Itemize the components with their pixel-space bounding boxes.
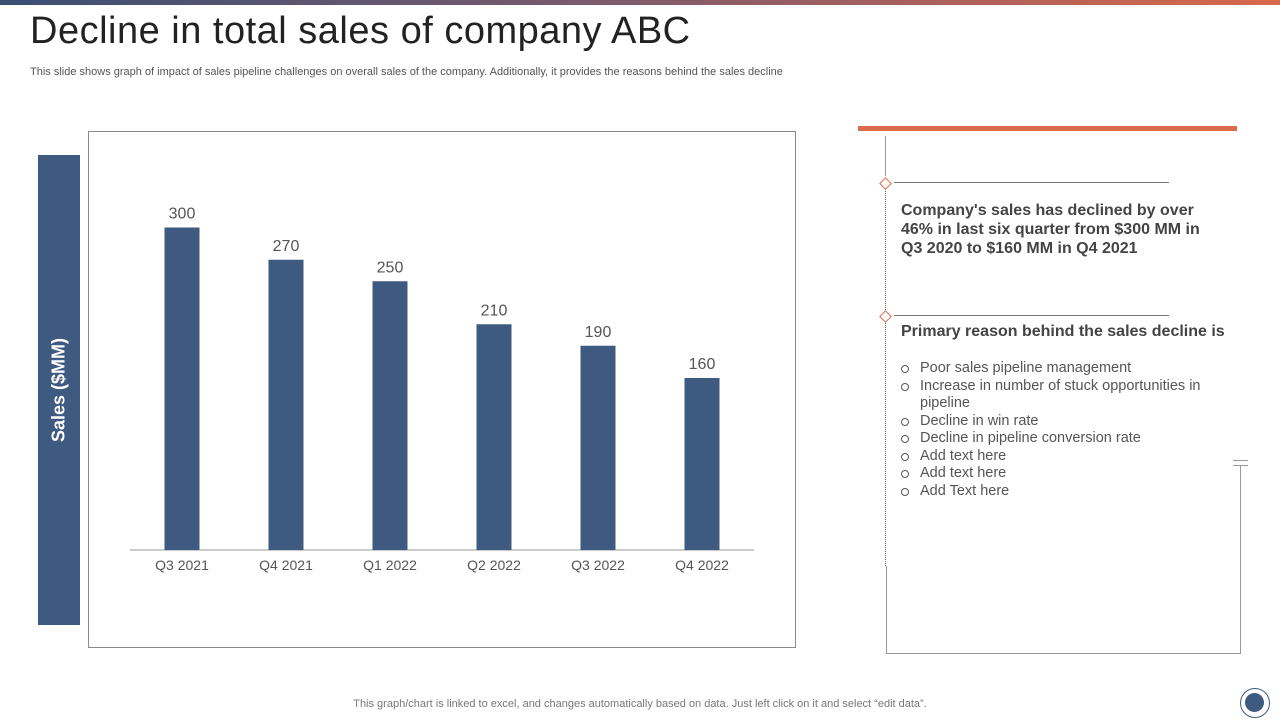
reason-text: Decline in win rate — [920, 412, 1039, 429]
reason-text: Decline in pipeline conversion rate — [920, 430, 1141, 446]
reason-text: Add text here — [920, 447, 1007, 464]
reason-text: Poor sales pipeline management — [920, 360, 1132, 376]
circle-bullet-icon — [901, 487, 909, 496]
decline-statement[interactable]: Company's sales has declined by over 46%… — [901, 202, 1200, 257]
reason-divider — [894, 315, 1169, 316]
top-accent-bar — [0, 0, 1280, 5]
reason-item: Decline in pipeline conversion rate — [901, 430, 1231, 448]
circle-bullet-icon — [901, 417, 909, 426]
slide-badge-icon — [1240, 688, 1270, 718]
reason-item: Increase in number of stuck opportunitie… — [901, 378, 1231, 413]
circle-bullet-icon — [901, 452, 909, 461]
timeline-dotted-line — [885, 186, 886, 566]
bar[interactable] — [164, 227, 200, 551]
bar-value-label: 300 — [169, 206, 196, 223]
reason-heading[interactable]: Primary reason behind the sales decline … — [901, 323, 1225, 340]
page-subtitle[interactable]: This slide shows graph of impact of sale… — [30, 66, 783, 78]
circle-bullet-icon — [901, 435, 909, 443]
reason-text: Increase in number of stuck opportunitie… — [920, 377, 1201, 412]
bar-value-label: 250 — [377, 259, 404, 276]
bar[interactable] — [580, 345, 616, 550]
page-title[interactable]: Decline in total sales of company ABC — [30, 10, 691, 52]
panel-border-cap — [1233, 465, 1248, 466]
reason-item: Add text here — [901, 465, 1231, 483]
x-tick-label: Q3 2022 — [571, 557, 625, 573]
reason-item: Poor sales pipeline management — [901, 360, 1231, 378]
x-tick-label: Q4 2021 — [259, 557, 313, 573]
circle-bullet-icon — [901, 470, 909, 478]
diamond-marker-icon — [879, 177, 892, 190]
bar[interactable] — [268, 259, 304, 550]
y-axis-label-band — [38, 155, 80, 625]
panel-border-left — [886, 566, 887, 653]
bar-value-label: 160 — [689, 356, 716, 373]
bar[interactable] — [684, 378, 720, 550]
x-tick-label: Q4 2022 — [675, 557, 729, 573]
slide-badge-dot — [1245, 693, 1264, 712]
bar[interactable] — [372, 281, 408, 550]
bar-value-label: 190 — [585, 324, 612, 341]
chart-frame[interactable] — [88, 131, 796, 648]
reason-item: Add Text here — [901, 483, 1231, 501]
reason-text: Add text here — [920, 465, 1007, 481]
panel-border-cap — [1233, 460, 1248, 461]
x-tick-label: Q3 2021 — [155, 557, 209, 573]
x-tick-label: Q2 2022 — [467, 557, 521, 573]
reason-text: Add Text here — [920, 482, 1010, 499]
statement-divider — [894, 182, 1169, 183]
bar-value-label: 210 — [481, 302, 508, 319]
diamond-marker-icon — [879, 310, 892, 323]
reason-item: Decline in win rate — [901, 413, 1231, 431]
panel-accent-bar — [858, 126, 1237, 131]
panel-border-right — [1240, 466, 1241, 653]
circle-bullet-icon — [901, 365, 909, 373]
reason-item: Add text here — [901, 448, 1231, 466]
bar-chart[interactable]: 300 Q3 2021 270 Q4 2021 250 Q1 2022 210 Q2 2022… — [88, 131, 796, 648]
bar-value-label: 270 — [273, 238, 300, 255]
x-tick-label: Q1 2022 — [363, 557, 417, 573]
bar[interactable] — [476, 324, 512, 550]
y-axis-label: Sales ($MM) — [48, 337, 69, 443]
footer-note: This graph/chart is linked to excel, and… — [353, 698, 927, 710]
circle-bullet-icon — [901, 382, 909, 391]
timeline-line-top — [885, 136, 886, 176]
reason-list[interactable]: Poor sales pipeline management Increase … — [901, 360, 1231, 500]
panel-border-bottom — [886, 653, 1241, 654]
